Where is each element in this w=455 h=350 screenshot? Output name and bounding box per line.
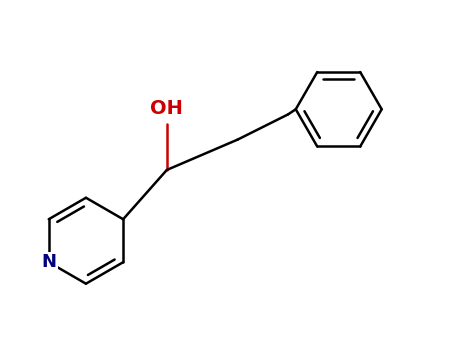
Text: OH: OH xyxy=(151,99,183,118)
Text: N: N xyxy=(41,253,56,271)
